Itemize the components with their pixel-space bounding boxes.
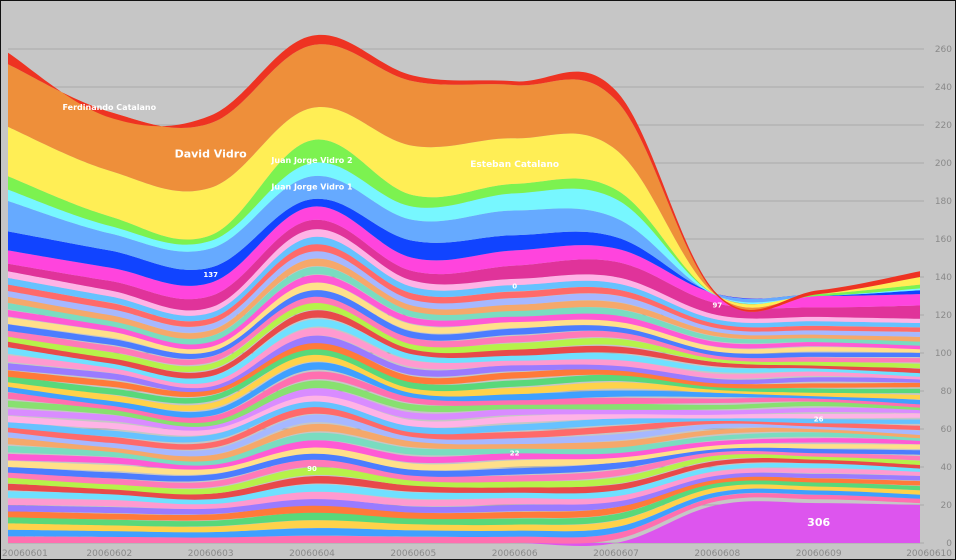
y-tick-label: 80 [941,387,953,397]
series-band [8,251,920,337]
series-band [8,266,920,346]
series-label: David Vidro [175,147,248,160]
series-band [8,453,920,495]
series-band [8,347,920,404]
series-band [8,463,920,505]
series-label: 90 [307,465,317,473]
x-tick-label: 20060608 [694,549,740,558]
x-tick-label: 20060602 [86,549,132,558]
series-label: Juan Jorge Vidro 1 [270,183,353,192]
series-band [8,488,920,538]
x-tick-label: 20060606 [492,549,538,558]
series-label: 22 [510,450,520,458]
x-tick-label: 20060609 [796,549,842,558]
series-band [8,258,920,342]
series-band [8,472,920,515]
series-label: 306 [807,516,830,529]
series-band [8,34,920,312]
series-band [8,493,920,544]
series-band [8,327,920,389]
series-band [8,206,920,309]
y-tick-label: 0 [946,539,952,549]
series-band [8,335,920,393]
x-tick-label: 20060603 [188,549,234,558]
x-tick-label: 20060607 [593,549,639,558]
y-tick-label: 220 [935,121,952,131]
y-tick-label: 260 [935,45,952,55]
y-tick-label: 60 [941,425,953,435]
y-tick-label: 160 [935,235,952,245]
series-band [8,274,920,350]
series-band [8,106,920,308]
y-tick-label: 140 [935,273,952,283]
series-band [8,354,920,411]
y-tick-label: 120 [935,311,952,321]
series-band [8,289,920,359]
series-label: Ferdinando Catalano [63,103,157,112]
y-tick-label: 200 [935,159,952,169]
series-band [8,319,920,384]
y-tick-label: 20 [941,501,953,511]
series-label: Juan Jorge Vidro 2 [270,156,352,165]
series-band [8,480,920,527]
series-band [8,476,920,521]
series-band [8,446,920,482]
series-band [8,310,920,379]
series-band [8,438,920,470]
series-label: 26 [814,415,824,423]
series-band [8,362,920,418]
series-band [8,282,920,354]
x-tick-label: 20060610 [906,549,952,558]
series-band [8,394,920,436]
y-tick-label: 240 [935,83,952,93]
y-axis: 0 20 40 60 80 100 120 140 160 180 200 220 240 260 [935,45,952,549]
series-band [8,399,920,443]
y-tick-label: 180 [935,197,952,207]
x-tick-label: 20060605 [390,549,436,558]
stacked-layers [8,34,920,547]
series-band [8,468,920,510]
series-band [8,449,920,489]
series-label: Esteban Catalano [470,160,559,170]
series-band [8,388,920,431]
series-band [8,371,920,423]
x-axis: 20060601 20060602 20060603 20060604 20060605… [2,549,952,558]
series-band [8,295,920,366]
series-band [8,44,920,312]
series-band [8,457,920,500]
series-label: 137 [203,271,218,279]
series-band [8,219,920,319]
series-band [8,341,920,398]
series-band [8,380,920,427]
series-label: 0 [512,282,517,290]
y-tick-label: 40 [941,463,953,473]
series-band [8,501,920,547]
series-band [8,443,920,475]
series-band [8,414,920,457]
x-tick-label: 20060604 [289,549,335,558]
y-tick-label: 100 [935,349,952,359]
series-band [8,406,920,450]
x-tick-label: 20060601 [2,549,48,558]
series-band [8,198,920,299]
series-band [8,175,920,303]
series-band [8,484,920,533]
series-band [8,423,920,462]
series-labels: Ferdinando Catalano David Vidro Juan Jorge… [63,103,831,529]
series-label: 97 [712,301,722,309]
